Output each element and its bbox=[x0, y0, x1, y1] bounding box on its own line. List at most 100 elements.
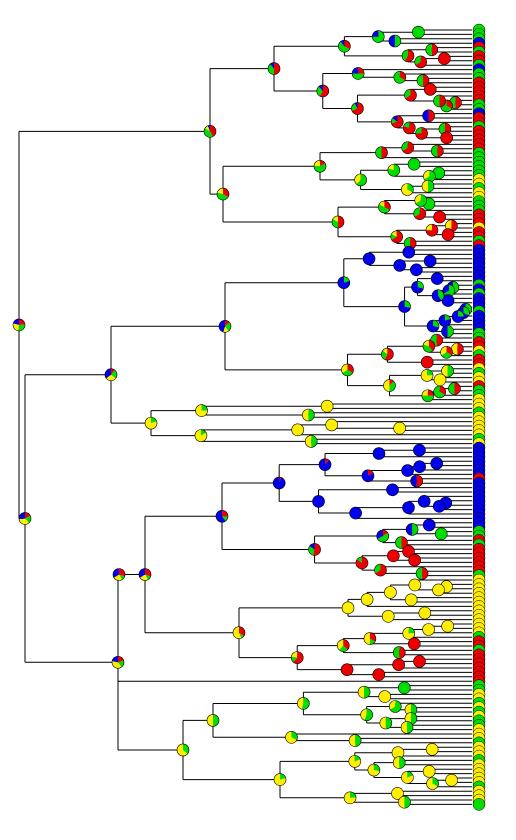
node-pie-wedge bbox=[401, 721, 408, 734]
node-pie-outline bbox=[416, 74, 430, 87]
node-pie-wedge bbox=[421, 369, 434, 382]
node-pie-wedge bbox=[411, 281, 424, 294]
node-pie-wedge bbox=[395, 536, 402, 549]
node-pie-wedge bbox=[441, 365, 448, 377]
node-pie-wedge bbox=[225, 322, 232, 332]
node-pie-outline bbox=[414, 194, 428, 207]
node-pie bbox=[422, 518, 436, 532]
node-pie-wedge bbox=[316, 86, 323, 97]
node-pie-wedge bbox=[414, 207, 426, 220]
node-pie-outline bbox=[421, 179, 435, 193]
node-pie-wedge bbox=[398, 300, 411, 313]
node-pie bbox=[349, 506, 362, 520]
node-pie-wedge bbox=[344, 791, 357, 804]
node-pie-outline bbox=[401, 771, 414, 784]
node-pie-outline bbox=[363, 632, 377, 645]
node-pie bbox=[386, 483, 399, 497]
node-pie-wedge bbox=[313, 543, 321, 556]
node-pie bbox=[291, 423, 305, 437]
node-pie-outline bbox=[361, 469, 375, 483]
node-pie bbox=[362, 252, 376, 266]
node-pie bbox=[407, 157, 421, 171]
node-pie-outline bbox=[451, 310, 465, 323]
node-pie-wedge bbox=[354, 102, 358, 109]
node-pie-outline bbox=[367, 763, 381, 777]
leaf-state bbox=[472, 798, 486, 811]
node-pie-wedge bbox=[342, 369, 353, 376]
node-pie-wedge bbox=[410, 475, 417, 487]
node-pie-outline bbox=[425, 43, 439, 57]
node-pie-wedge bbox=[432, 289, 442, 302]
node-pie-wedge bbox=[12, 323, 19, 331]
node-pie bbox=[437, 52, 451, 65]
node-pie bbox=[413, 655, 426, 668]
node-pie-wedge bbox=[455, 96, 462, 109]
node-pie-wedge bbox=[402, 141, 414, 154]
node-pie-outline bbox=[383, 379, 396, 392]
node-pie-wedge bbox=[422, 74, 429, 87]
node-pie bbox=[325, 418, 338, 432]
node-pie bbox=[413, 443, 426, 457]
node-pie-wedge bbox=[112, 656, 118, 663]
node-pie-outline bbox=[381, 347, 394, 361]
node-pie-wedge bbox=[421, 389, 428, 396]
node-pie-outline bbox=[422, 339, 436, 353]
node-pie bbox=[417, 495, 431, 508]
node-pie-outline bbox=[415, 567, 429, 580]
node-pie-wedge bbox=[355, 734, 362, 747]
node-pie-outline bbox=[420, 369, 434, 382]
node-pie bbox=[418, 606, 432, 620]
node-pie-wedge bbox=[436, 334, 443, 347]
node-pie-wedge bbox=[425, 43, 432, 56]
node-pie-outline bbox=[401, 49, 415, 63]
node-pie-wedge bbox=[417, 281, 424, 289]
node-pie bbox=[441, 294, 455, 307]
node-pie-wedge bbox=[433, 320, 440, 328]
node-pie-wedge bbox=[343, 639, 350, 650]
node-pie-outline bbox=[316, 84, 330, 98]
node-pie bbox=[387, 549, 400, 563]
node-pie-wedge bbox=[433, 94, 440, 107]
node-pie-wedge bbox=[438, 314, 451, 327]
node-pie bbox=[425, 743, 439, 756]
node-pie-wedge bbox=[363, 632, 370, 645]
node-pie-outline bbox=[313, 159, 327, 173]
node-pie-outline bbox=[351, 67, 365, 80]
node-pie-wedge bbox=[406, 523, 413, 536]
node-pie-wedge bbox=[232, 626, 242, 639]
node-pie-wedge bbox=[415, 55, 427, 68]
node-pie-wedge bbox=[399, 756, 406, 769]
node-pie-outline bbox=[348, 755, 362, 768]
node-pie-outline bbox=[216, 187, 230, 201]
node-pie-wedge bbox=[305, 435, 312, 448]
node-pie-wedge bbox=[427, 320, 439, 333]
node-pie-outline bbox=[448, 382, 461, 395]
node-pie-outline bbox=[285, 730, 298, 744]
node-pie-wedge bbox=[111, 368, 115, 375]
node-pie-wedge bbox=[297, 697, 304, 710]
node-pie-wedge bbox=[381, 350, 388, 360]
node-pie-outline bbox=[404, 88, 417, 102]
node-pie-outline bbox=[440, 345, 453, 359]
node-pie-wedge bbox=[339, 645, 348, 652]
node-pie-outline bbox=[215, 509, 229, 523]
node-pie bbox=[402, 245, 416, 259]
node-pie bbox=[440, 131, 453, 145]
node-pie-outline bbox=[388, 700, 402, 713]
node-pie-outline bbox=[376, 529, 390, 543]
node-pie bbox=[413, 460, 426, 474]
node-pie-outline bbox=[354, 173, 367, 187]
node-pie-wedge bbox=[25, 515, 32, 523]
node-pie-outline bbox=[308, 543, 321, 556]
node-pie-wedge bbox=[457, 343, 464, 355]
node-pie-wedge bbox=[399, 646, 406, 659]
node-pie-wedge bbox=[337, 639, 344, 650]
node-pie bbox=[430, 457, 443, 470]
node-pie-outline bbox=[398, 300, 411, 313]
node-pie bbox=[393, 421, 406, 435]
node-pie-wedge bbox=[402, 49, 409, 61]
node-pie-outline bbox=[431, 144, 444, 158]
node-pie bbox=[410, 263, 423, 277]
node-pie bbox=[372, 668, 386, 681]
